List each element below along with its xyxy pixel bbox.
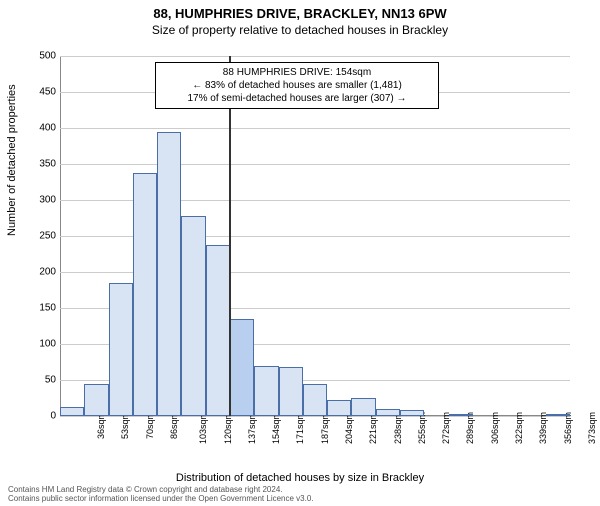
histogram-bar: [206, 245, 230, 416]
histogram-bar: [351, 398, 375, 416]
annotation-line: 88 HUMPHRIES DRIVE: 154sqm: [162, 66, 432, 79]
x-tick-label: 255sqm: [417, 412, 427, 444]
footer-line-1: Contains HM Land Registry data © Crown c…: [8, 485, 314, 495]
histogram-bar: [157, 132, 181, 416]
histogram-bar: [230, 319, 254, 416]
y-tick-label: 150: [16, 303, 56, 314]
histogram-bar: [546, 414, 570, 416]
grid-line: [60, 56, 570, 57]
y-tick-label: 500: [16, 51, 56, 62]
x-tick-label: 356sqm: [563, 412, 573, 444]
chart-plot-area: 05010015020025030035040045050036sqm53sqm…: [60, 56, 570, 416]
x-tick-label: 289sqm: [465, 412, 475, 444]
x-tick-label: 137sqm: [247, 412, 257, 444]
histogram-bar: [181, 216, 205, 416]
histogram-bar: [449, 414, 473, 416]
y-tick-label: 200: [16, 267, 56, 278]
histogram-bar: [133, 173, 157, 416]
x-tick-label: 373sqm: [587, 412, 597, 444]
x-tick-label: 339sqm: [538, 412, 548, 444]
x-tick-label: 86sqm: [169, 412, 179, 439]
x-tick-label: 272sqm: [441, 412, 451, 444]
annotation-box: 88 HUMPHRIES DRIVE: 154sqm← 83% of detac…: [155, 62, 439, 109]
histogram-bar: [254, 366, 278, 416]
x-tick-label: 154sqm: [271, 412, 281, 444]
x-tick-label: 187sqm: [320, 412, 330, 444]
x-tick-label: 221sqm: [368, 412, 378, 444]
y-tick-label: 250: [16, 231, 56, 242]
histogram-bar: [109, 283, 133, 416]
x-tick-label: 53sqm: [120, 412, 130, 439]
y-tick-label: 50: [16, 375, 56, 386]
chart-title-main: 88, HUMPHRIES DRIVE, BRACKLEY, NN13 6PW: [0, 6, 600, 21]
annotation-line: 17% of semi-detached houses are larger (…: [162, 92, 432, 105]
histogram-bar: [376, 409, 400, 416]
histogram-bar: [279, 367, 303, 416]
x-tick-label: 70sqm: [145, 412, 155, 439]
histogram-plot: 05010015020025030035040045050036sqm53sqm…: [60, 56, 570, 416]
y-tick-label: 400: [16, 123, 56, 134]
footer-attribution: Contains HM Land Registry data © Crown c…: [8, 485, 314, 504]
histogram-bar: [60, 407, 84, 416]
histogram-bar: [303, 384, 327, 416]
reference-marker-line: [229, 56, 231, 416]
x-tick-label: 171sqm: [295, 412, 305, 444]
histogram-bar: [400, 410, 424, 416]
x-tick-label: 120sqm: [223, 412, 233, 444]
x-tick-label: 204sqm: [344, 412, 354, 444]
grid-line: [60, 164, 570, 165]
annotation-line: ← 83% of detached houses are smaller (1,…: [162, 79, 432, 92]
histogram-bar: [84, 384, 108, 416]
y-tick-label: 350: [16, 159, 56, 170]
x-tick-label: 306sqm: [490, 412, 500, 444]
grid-line: [60, 128, 570, 129]
x-tick-label: 103sqm: [198, 412, 208, 444]
chart-title-sub: Size of property relative to detached ho…: [0, 23, 600, 37]
footer-line-2: Contains public sector information licen…: [8, 494, 314, 504]
y-tick-label: 0: [16, 411, 56, 422]
y-tick-label: 450: [16, 87, 56, 98]
x-tick-label: 36sqm: [96, 412, 106, 439]
x-tick-label: 322sqm: [514, 412, 524, 444]
y-tick-label: 300: [16, 195, 56, 206]
y-tick-label: 100: [16, 339, 56, 350]
x-axis-label: Distribution of detached houses by size …: [0, 472, 600, 484]
histogram-bar: [327, 400, 351, 416]
x-tick-label: 238sqm: [393, 412, 403, 444]
